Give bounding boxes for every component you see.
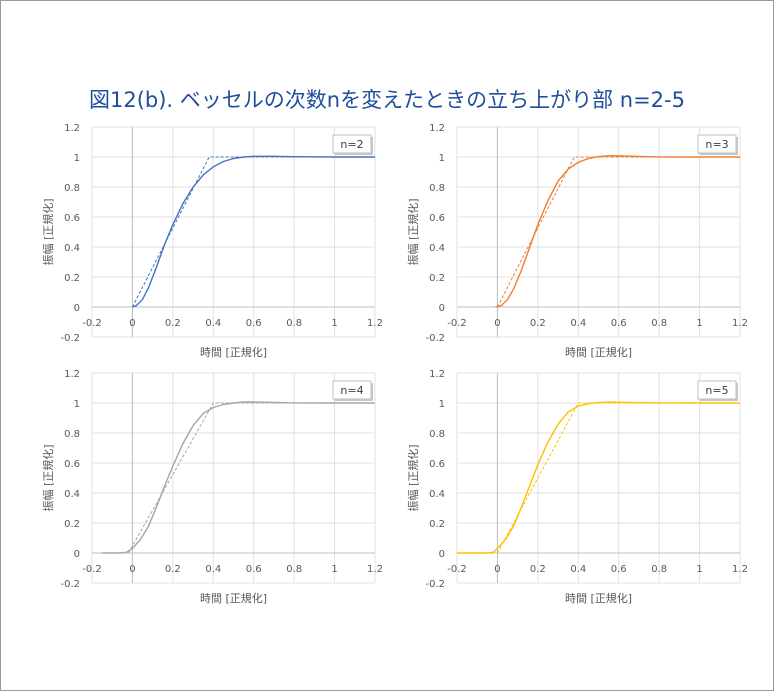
step-response-line — [132, 155, 375, 308]
y-axis-title: 振幅 [正規化] — [406, 444, 420, 511]
x-tick-label: 1.2 — [732, 564, 748, 575]
chart-n5: -0.200.20.40.60.811.2-0.2 0 0.2 0.4 0.6 0.8 1 1… — [406, 369, 748, 605]
y-tick-label: 0.8 — [429, 183, 445, 194]
ideal-ramp-line — [127, 402, 375, 554]
y-tick-label: 0.4 — [64, 489, 80, 500]
y-tick-label: 1 — [439, 399, 445, 410]
x-tick-label: 1 — [696, 564, 702, 575]
x-tick-label: 0.6 — [246, 564, 262, 575]
x-tick-label: 0.2 — [530, 318, 546, 329]
x-tick-label: 1 — [696, 318, 702, 329]
chart-n4: -0.200.20.40.60.811.2-0.2 0 0.2 0.4 0.6 0.8 1 1… — [41, 369, 383, 605]
y-tick-label: 0.6 — [429, 459, 445, 470]
y-tick-label: 0 — [439, 303, 445, 314]
x-axis-title: 時間 [正規化] — [200, 345, 267, 359]
ideal-ramp-line — [131, 156, 375, 308]
x-tick-label: 0.4 — [205, 318, 221, 329]
y-tick-label: 0 — [74, 303, 80, 314]
x-axis-title: 時間 [正規化] — [565, 591, 632, 605]
x-tick-label: -0.2 — [82, 564, 102, 575]
x-tick-label: 0.6 — [611, 564, 627, 575]
x-tick-label: 1 — [331, 318, 337, 329]
x-tick-label: 0.2 — [530, 564, 546, 575]
y-tick-label: 0.6 — [429, 213, 445, 224]
y-tick-label: 0.6 — [64, 459, 80, 470]
label-box — [697, 380, 737, 400]
x-tick-label: 0 — [494, 564, 500, 575]
x-tick-label: 1.2 — [732, 318, 748, 329]
y-tick-label: 0.2 — [429, 273, 445, 284]
figure-title: 図12(b). ベッセルの次数nを変えたときの立ち上がり部 n=2-5 — [89, 88, 685, 112]
x-tick-label: 0.4 — [205, 564, 221, 575]
x-tick-label: 0.6 — [246, 318, 262, 329]
ideal-ramp-line — [496, 402, 740, 554]
x-tick-label: -0.2 — [447, 564, 467, 575]
x-tick-label: 0.8 — [286, 318, 302, 329]
x-tick-label: 0.8 — [286, 564, 302, 575]
y-tick-label: 1.2 — [429, 123, 445, 134]
label-box — [697, 134, 737, 154]
y-tick-label: 0.4 — [429, 489, 445, 500]
y-tick-label: 0.8 — [429, 429, 445, 440]
chart-n2: -0.200.20.40.60.811.2-0.2 0 0.2 0.4 0.6 0.8 1 1… — [41, 123, 383, 359]
y-tick-label: 0.2 — [64, 519, 80, 530]
y-tick-label: 0 — [74, 549, 80, 560]
x-axis-title: 時間 [正規化] — [565, 345, 632, 359]
y-axis-title: 振幅 [正規化] — [406, 198, 420, 265]
y-tick-label: -0.2 — [60, 579, 80, 590]
y-tick-label: 1 — [74, 153, 80, 164]
label-box — [332, 134, 372, 154]
x-tick-label: 1 — [331, 564, 337, 575]
x-tick-label: 0.2 — [165, 564, 181, 575]
y-tick-label: 0.8 — [64, 429, 80, 440]
x-tick-label: 1.2 — [367, 318, 383, 329]
x-tick-label: 0.8 — [651, 318, 667, 329]
label-box — [332, 380, 372, 400]
x-tick-label: 0.8 — [651, 564, 667, 575]
x-tick-label: 0.4 — [570, 564, 586, 575]
order-label: n=4 — [340, 384, 363, 397]
ideal-ramp-line — [496, 156, 740, 308]
y-tick-label: 1 — [74, 399, 80, 410]
y-tick-label: 0 — [439, 549, 445, 560]
y-tick-label: -0.2 — [425, 333, 445, 344]
x-tick-label: 0.2 — [165, 318, 181, 329]
y-axis-title: 振幅 [正規化] — [41, 444, 55, 511]
y-tick-label: 1.2 — [429, 369, 445, 380]
y-tick-label: 0.4 — [64, 243, 80, 254]
y-tick-label: 1.2 — [64, 369, 80, 380]
y-axis-title: 振幅 [正規化] — [41, 198, 55, 265]
y-tick-label: 0.8 — [64, 183, 80, 194]
y-tick-label: 1.2 — [64, 123, 80, 134]
x-tick-label: -0.2 — [82, 318, 102, 329]
x-tick-label: 0 — [129, 318, 135, 329]
step-response-line — [495, 155, 740, 308]
y-tick-label: -0.2 — [60, 333, 80, 344]
chart-n3: -0.200.20.40.60.811.2-0.2 0 0.2 0.4 0.6 0.8 1 1… — [406, 123, 748, 359]
step-response-line — [457, 401, 740, 554]
y-tick-label: 0.4 — [429, 243, 445, 254]
x-tick-label: 0 — [129, 564, 135, 575]
x-tick-label: 0.6 — [611, 318, 627, 329]
order-label: n=2 — [340, 138, 363, 151]
order-label: n=5 — [705, 384, 728, 397]
x-tick-label: 1.2 — [367, 564, 383, 575]
step-response-line — [102, 401, 375, 554]
order-label: n=3 — [705, 138, 728, 151]
y-tick-label: 1 — [439, 153, 445, 164]
x-tick-label: 0.4 — [570, 318, 586, 329]
x-tick-label: -0.2 — [447, 318, 467, 329]
y-tick-label: 0.2 — [64, 273, 80, 284]
x-tick-label: 0 — [494, 318, 500, 329]
y-tick-label: 0.2 — [429, 519, 445, 530]
x-axis-title: 時間 [正規化] — [200, 591, 267, 605]
y-tick-label: 0.6 — [64, 213, 80, 224]
y-tick-label: -0.2 — [425, 579, 445, 590]
